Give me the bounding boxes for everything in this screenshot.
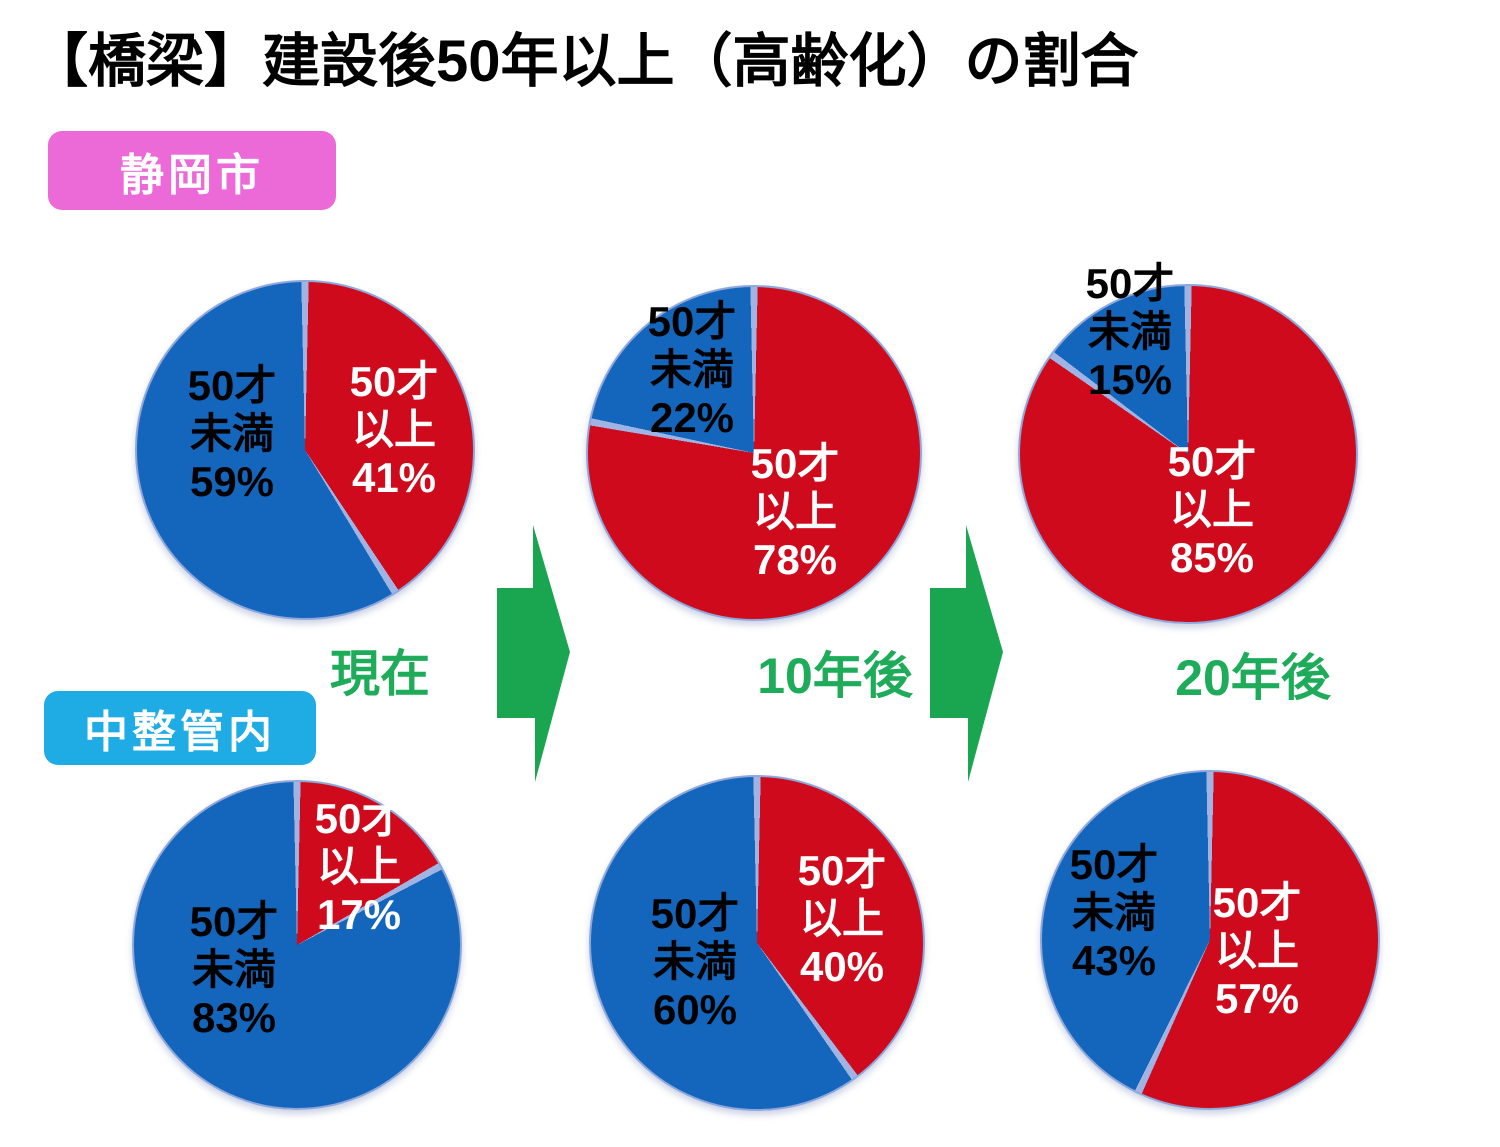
arrow-10y-to-20y-icon [930, 525, 1003, 782]
label-percent: 59% [189, 457, 275, 505]
pie-chusei-10y: 50才 未満 60% 50才 以上 40% [589, 775, 925, 1111]
label-line: 50才 [1167, 438, 1257, 486]
label-line: 未満 [191, 946, 276, 994]
label-line: 以上 [752, 488, 837, 536]
label-percent: 85% [1169, 533, 1255, 581]
label-percent: 17% [316, 890, 402, 938]
label-percent: 22% [649, 393, 735, 441]
label-line: 未満 [189, 410, 274, 458]
label-line: 未満 [649, 346, 734, 394]
pie-label-over50: 50才 以上 17% [315, 795, 404, 939]
timeline-label-now: 現在 [330, 646, 430, 702]
label-percent: 40% [799, 942, 885, 990]
label-percent: 41% [351, 453, 437, 501]
label-percent: 83% [191, 993, 277, 1041]
pie-label-over50: 50才 以上 85% [1168, 438, 1257, 582]
pie-shizuoka-10y: 50才 未満 22% 50才 以上 78% [586, 285, 922, 621]
label-line: 以上 [799, 895, 884, 943]
badge-chusei-jurisdiction: 中整管内 [44, 691, 316, 765]
label-line: 50才 [1069, 841, 1159, 889]
label-line: 50才 [797, 847, 887, 895]
timeline-label-20years: 20年後 [1175, 650, 1331, 706]
pie-chusei-20y: 50才 未満 43% 50才 以上 57% [1040, 770, 1380, 1110]
pie-label-over50: 50才 以上 41% [350, 358, 439, 502]
label-line: 50才 [647, 298, 737, 346]
pie-shizuoka-now: 50才 未満 59% 50才 以上 41% [135, 280, 475, 620]
label-percent: 43% [1071, 936, 1157, 984]
label-line: 50才 [650, 890, 740, 938]
label-line: 50才 [349, 358, 439, 406]
label-line: 50才 [1212, 879, 1302, 927]
badge-shizuoka-city: 静岡市 [48, 131, 336, 210]
pie-shizuoka-20y: 50才 未満 15% 50才 以上 85% [1018, 260, 1358, 624]
label-line: 未満 [1071, 889, 1156, 937]
label-line: 以上 [351, 406, 436, 454]
pie-label-under50: 50才 未満 60% [651, 890, 740, 1034]
pie-label-over50: 50才 以上 78% [751, 440, 840, 584]
label-line: 50才 [189, 898, 279, 946]
label-line: 50才 [187, 362, 277, 410]
page-title: 【橋梁】建設後50年以上（高齢化）の割合 [30, 29, 1139, 94]
label-line: 以上 [1214, 927, 1299, 975]
label-line: 未満 [652, 938, 737, 986]
label-line: 以上 [316, 843, 401, 891]
label-percent: 60% [652, 985, 738, 1033]
label-percent: 78% [752, 535, 838, 583]
pie-label-over50: 50才 以上 57% [1213, 879, 1302, 1023]
pie-label-over50: 50才 以上 40% [798, 847, 887, 991]
pie-label-under50: 50才 未満 15% [1086, 260, 1175, 404]
label-line: 50才 [750, 440, 840, 488]
pie-label-under50: 50才 未満 43% [1070, 841, 1159, 985]
pie-label-under50: 50才 未満 83% [190, 898, 279, 1042]
label-percent: 57% [1214, 974, 1300, 1022]
pie-chusei-now: 50才 未満 83% 50才 以上 17% [132, 780, 462, 1110]
label-line: 50才 [314, 795, 404, 843]
arrow-now-to-10y-icon [497, 525, 570, 782]
pie-label-under50: 50才 未満 22% [648, 298, 737, 442]
label-line: 50才 [1085, 260, 1175, 308]
label-line: 未満 [1087, 308, 1172, 356]
label-percent: 15% [1087, 355, 1173, 403]
pie-label-under50: 50才 未満 59% [188, 362, 277, 506]
label-line: 以上 [1169, 486, 1254, 534]
timeline-label-10years: 10年後 [757, 648, 913, 704]
